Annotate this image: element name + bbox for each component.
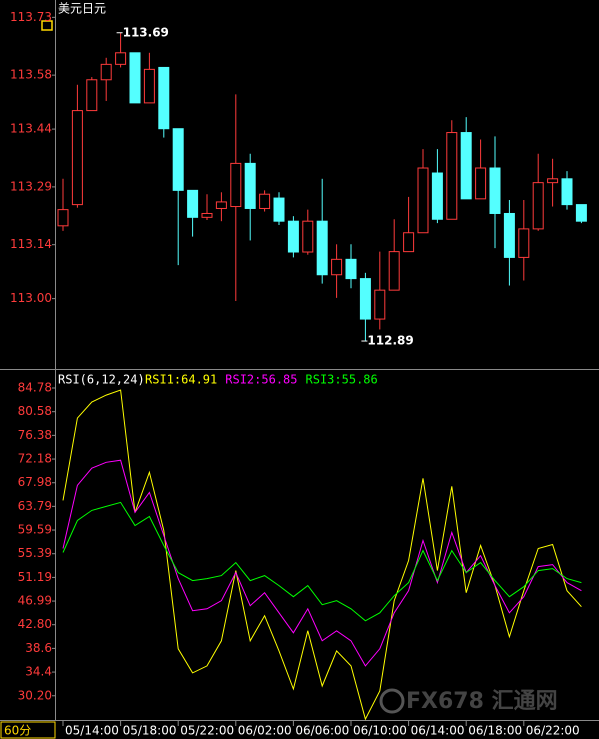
candle-body xyxy=(273,197,285,222)
watermark: FX678 汇通网 xyxy=(406,689,558,714)
candle-body xyxy=(215,201,227,209)
candle-body xyxy=(374,289,386,320)
candle-body xyxy=(57,209,69,227)
y-tick-label: 113.73 xyxy=(10,10,52,24)
candle-body xyxy=(561,178,573,206)
y-tick-label: 51.19 xyxy=(18,570,52,584)
icon xyxy=(41,20,53,31)
candle-body xyxy=(115,52,127,65)
candle-body xyxy=(172,128,184,191)
candle-body xyxy=(158,66,170,130)
period-label: 60分 xyxy=(4,724,31,738)
y-tick-label: 59.59 xyxy=(18,523,52,537)
legend-entry: RSI2:56.85 xyxy=(225,373,297,387)
candle-body xyxy=(417,167,429,234)
legend-entry: RSI3:55.86 xyxy=(306,373,378,387)
candle-body xyxy=(71,110,83,206)
y-tick-label: 113.58 xyxy=(10,68,52,82)
x-tick-label: 06/14:00 xyxy=(411,724,465,738)
candle-body xyxy=(287,220,299,253)
candle-body xyxy=(129,52,141,104)
candle-body xyxy=(201,212,213,218)
y-tick-label: 113.00 xyxy=(10,291,52,305)
rsi-line xyxy=(62,459,582,667)
x-tick-label: 05/22:00 xyxy=(180,724,234,738)
x-tick-label: 06/06:00 xyxy=(295,724,349,738)
y-tick-label: 113.44 xyxy=(10,122,52,136)
y-tick-label: 38.6 xyxy=(25,641,52,655)
legend-entry: RSI1:64.91 xyxy=(145,373,217,387)
candle-body xyxy=(503,212,515,258)
watermark-logo xyxy=(379,688,405,714)
candle-body xyxy=(575,204,587,222)
y-tick-label: 46.99 xyxy=(18,594,52,608)
x-tick-label: 06/22:00 xyxy=(526,724,580,738)
y-tick-label: 76.38 xyxy=(18,428,52,442)
y-tick-label: 113.29 xyxy=(10,179,52,193)
period-box xyxy=(0,721,56,739)
y-tick-label: 30.20 xyxy=(18,688,52,702)
y-tick-label: 63.79 xyxy=(18,499,52,513)
candle-body xyxy=(359,278,371,320)
y-tick-label: 113.14 xyxy=(10,237,52,251)
candle-body xyxy=(86,79,98,112)
candle-body xyxy=(460,132,472,200)
candle-body xyxy=(388,251,400,291)
candle-body xyxy=(475,167,487,200)
y-tick-label: 55.39 xyxy=(18,546,52,560)
candle-body xyxy=(187,189,199,218)
candle-body xyxy=(489,167,501,214)
x-tick-label: 05/18:00 xyxy=(123,724,177,738)
candle-body xyxy=(431,172,443,220)
candle-body xyxy=(100,63,112,81)
low-label: 112.89 xyxy=(367,334,413,348)
chart-title: 美元日元 xyxy=(58,2,106,16)
y-tick-label: 84.78 xyxy=(18,381,52,395)
candle-body xyxy=(345,258,357,280)
candle-body xyxy=(532,182,544,230)
candle-body xyxy=(331,258,343,276)
high-label: 113.69 xyxy=(123,25,169,39)
indicator-title: RSI(6,12,24) xyxy=(58,373,145,387)
y-tick-label: 42.80 xyxy=(18,617,52,631)
candle-body xyxy=(518,228,530,258)
candle-body xyxy=(547,178,559,184)
x-tick-label: 06/18:00 xyxy=(468,724,522,738)
y-tick-label: 80.58 xyxy=(18,404,52,418)
candle-body xyxy=(302,220,314,253)
rsi-line xyxy=(62,501,582,622)
candle-body xyxy=(244,162,256,209)
y-tick-label: 72.18 xyxy=(18,452,52,466)
x-tick-label: 06/10:00 xyxy=(353,724,407,738)
candle-body xyxy=(446,132,458,220)
x-tick-label: 06/02:00 xyxy=(238,724,292,738)
candle-body xyxy=(259,193,271,209)
candle-body xyxy=(230,162,242,208)
y-tick-label: 67.98 xyxy=(18,475,52,489)
candle-body xyxy=(316,220,328,276)
candle-body xyxy=(143,68,155,104)
x-tick-label: 05/14:00 xyxy=(65,724,119,738)
y-tick-label: 34.4 xyxy=(25,665,52,679)
candle-body xyxy=(403,232,415,253)
